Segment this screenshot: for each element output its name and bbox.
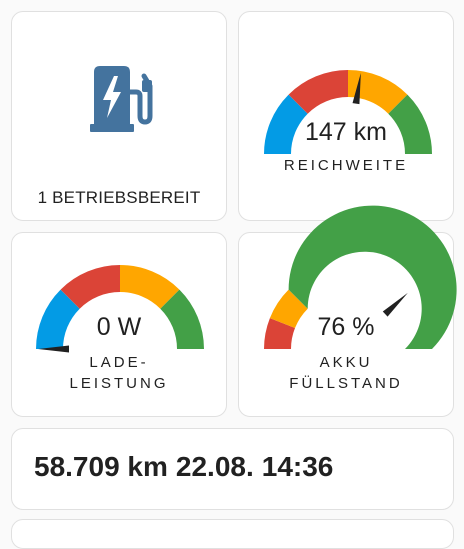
battery-level-label-line1: AKKU [319, 354, 373, 371]
range-label: REICHWEITE [283, 157, 409, 174]
gauge-arc [264, 205, 457, 349]
charging-power-label-line2: LEISTUNG [69, 375, 169, 392]
mileage-card[interactable]: 58.709 km 22.08. 14:36 [11, 428, 454, 510]
gauge-arc [36, 265, 204, 349]
battery-level-gauge-card[interactable]: 76 % AKKU FÜLLSTAND [238, 205, 457, 417]
charger-status-card[interactable]: 1 BETRIEBSBEREIT [11, 11, 227, 221]
last-update-date: 22.08. [175, 451, 254, 482]
mileage-readout: 58.709 km 22.08. 14:36 [34, 451, 333, 483]
last-update-time: 14:36 [261, 451, 334, 482]
range-value: 147 km [305, 118, 387, 146]
ev-charging-station-icon [90, 66, 153, 132]
gauge-needle [352, 73, 361, 105]
charging-power-gauge-card[interactable]: 0 W LADE- LEISTUNG [11, 232, 227, 417]
gauge-needle [382, 292, 408, 317]
gauge-needle [38, 345, 69, 353]
odometer-value: 58.709 km [34, 451, 168, 482]
battery-level-gauge [264, 205, 457, 349]
charging-power-gauge [36, 265, 204, 353]
charging-power-value: 0 W [96, 313, 142, 341]
charging-power-label-line1: LADE- [89, 354, 149, 371]
range-gauge [264, 70, 432, 154]
battery-level-value: 76 % [317, 313, 375, 341]
battery-level-label-line2: FÜLLSTAND [289, 375, 403, 392]
next-card[interactable] [11, 519, 454, 549]
gauge-arc [264, 70, 432, 154]
charger-status-text: 1 BETRIEBSBEREIT [37, 188, 201, 207]
range-gauge-card[interactable]: 147 km REICHWEITE [238, 11, 454, 221]
